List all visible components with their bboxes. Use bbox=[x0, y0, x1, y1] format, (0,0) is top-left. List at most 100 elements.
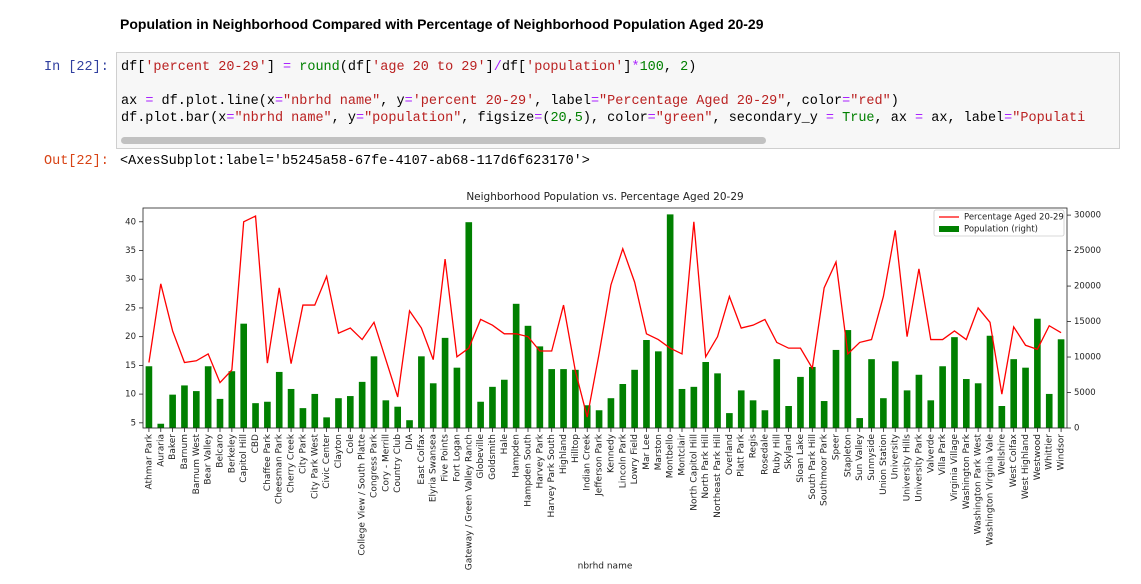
code-token: = bbox=[842, 94, 851, 109]
x-tick-label: Cole bbox=[346, 434, 356, 454]
code-token: , y bbox=[331, 111, 356, 126]
bar bbox=[915, 374, 923, 428]
bar bbox=[169, 394, 176, 428]
x-tick-label: Ruby Hill bbox=[772, 434, 782, 474]
code-token: , bbox=[663, 60, 681, 75]
bar bbox=[560, 369, 567, 428]
code-token: "red" bbox=[850, 94, 891, 109]
code-cell[interactable]: df['percent 20-29'] = round(df['age 20 t… bbox=[116, 52, 1120, 149]
x-tick-label: Country Club bbox=[393, 434, 403, 493]
bar bbox=[595, 410, 603, 428]
bar bbox=[607, 398, 615, 428]
code-token: ] bbox=[266, 60, 284, 75]
code-token: = bbox=[534, 111, 543, 126]
bar bbox=[974, 383, 982, 428]
bar bbox=[548, 369, 556, 428]
x-tick-label: Union Station bbox=[879, 434, 889, 495]
bar bbox=[1057, 339, 1065, 428]
bar bbox=[358, 381, 366, 428]
y-tick-label: 25 bbox=[125, 303, 136, 313]
x-tick-label: Hale bbox=[500, 434, 510, 455]
x-tick-label: Westwood bbox=[1033, 434, 1043, 480]
code-token: = bbox=[590, 94, 600, 109]
code-token: = bbox=[825, 111, 843, 126]
bar bbox=[323, 417, 330, 428]
output-text: <AxesSubplot:label='b5245a58-67fe-4107-a… bbox=[120, 154, 590, 169]
code-token: 2 bbox=[680, 60, 689, 75]
code-token: ( bbox=[542, 111, 551, 126]
code-token: / bbox=[493, 60, 502, 75]
page-title: Population in Neighborhood Compared with… bbox=[120, 16, 764, 32]
y-tick-label: 40 bbox=[125, 217, 136, 227]
bar bbox=[880, 398, 887, 428]
code-token: "nbrhd name" bbox=[234, 111, 332, 126]
x-tick-label: Chaffee Park bbox=[263, 433, 273, 491]
legend-label: Percentage Aged 20-29 bbox=[964, 213, 1064, 223]
x-tick-label: Hampden bbox=[512, 434, 522, 478]
bar bbox=[690, 386, 698, 428]
x-tick-label: Whittier bbox=[1045, 434, 1055, 470]
bar bbox=[619, 384, 627, 428]
bar bbox=[832, 349, 840, 428]
code-token: "green" bbox=[655, 111, 713, 126]
code-line: df['percent 20-29'] = round(df['age 20 t… bbox=[121, 59, 1085, 76]
bar bbox=[868, 359, 875, 428]
bar bbox=[572, 369, 579, 428]
code-token: ] bbox=[623, 60, 632, 75]
code-token: * bbox=[631, 60, 640, 75]
code-token: ) bbox=[890, 94, 899, 109]
bar bbox=[891, 361, 899, 428]
x-tick-label: Washington Park West bbox=[974, 434, 984, 535]
scrollbar[interactable] bbox=[121, 137, 766, 144]
code-token: , figsize bbox=[461, 111, 535, 126]
bar bbox=[951, 337, 958, 428]
x-tick-label: Belcaro bbox=[216, 434, 226, 468]
x-tick-label: Marston bbox=[654, 434, 664, 470]
bar bbox=[797, 376, 804, 428]
x-tick-label: Capitol Hill bbox=[239, 434, 249, 483]
x-tick-label: Southmoor Park bbox=[820, 433, 830, 506]
y2-tick-label: 10000 bbox=[1074, 353, 1101, 363]
x-tick-label: Mar Lee bbox=[642, 434, 652, 470]
bar bbox=[441, 337, 449, 428]
code-token: = bbox=[283, 60, 300, 75]
bar bbox=[654, 351, 662, 428]
x-tick-label: Sloan Lake bbox=[796, 434, 806, 483]
bar bbox=[1010, 359, 1018, 428]
x-tick-label: Harvey Park South bbox=[547, 434, 557, 518]
bar bbox=[157, 423, 165, 428]
bar bbox=[749, 400, 757, 428]
y2-tick-label: 20000 bbox=[1074, 282, 1101, 292]
bar bbox=[394, 406, 402, 428]
bar bbox=[939, 366, 946, 428]
bar bbox=[418, 356, 425, 428]
bar bbox=[631, 369, 638, 428]
x-tick-label: Northeast Park Hill bbox=[713, 434, 723, 518]
bar bbox=[844, 330, 852, 428]
y-tick-label: 10 bbox=[125, 390, 136, 400]
y2-tick-label: 5000 bbox=[1074, 388, 1096, 398]
bar bbox=[856, 418, 864, 428]
x-axis-label: nbrhd name bbox=[578, 562, 633, 572]
x-tick-label: Virginia Village bbox=[950, 434, 960, 501]
code-token: 'percent 20-29' bbox=[145, 60, 267, 75]
y-tick-label: 5 bbox=[131, 418, 136, 428]
x-tick-label: Lowry Field bbox=[630, 434, 640, 484]
x-tick-label: Sunnyside bbox=[867, 434, 877, 481]
bar bbox=[500, 379, 508, 428]
code-token: , ax bbox=[874, 111, 916, 126]
code-token: (df[ bbox=[339, 60, 373, 75]
output-prompt: Out[22]: bbox=[44, 154, 109, 169]
x-tick-label: College View / South Platte bbox=[358, 434, 368, 556]
y-tick-label: 30 bbox=[125, 275, 136, 285]
x-tick-label: Globeville bbox=[476, 434, 486, 479]
x-tick-label: Cheesman Park bbox=[275, 433, 285, 504]
x-tick-label: Regis bbox=[749, 434, 759, 459]
x-tick-label: Athmar Park bbox=[144, 433, 154, 489]
x-tick-label: University bbox=[891, 433, 901, 479]
code: df['percent 20-29'] = round(df['age 20 t… bbox=[121, 59, 1085, 127]
code-token: True bbox=[842, 111, 875, 126]
x-tick-label: CBD bbox=[251, 434, 261, 453]
bar bbox=[216, 398, 224, 428]
